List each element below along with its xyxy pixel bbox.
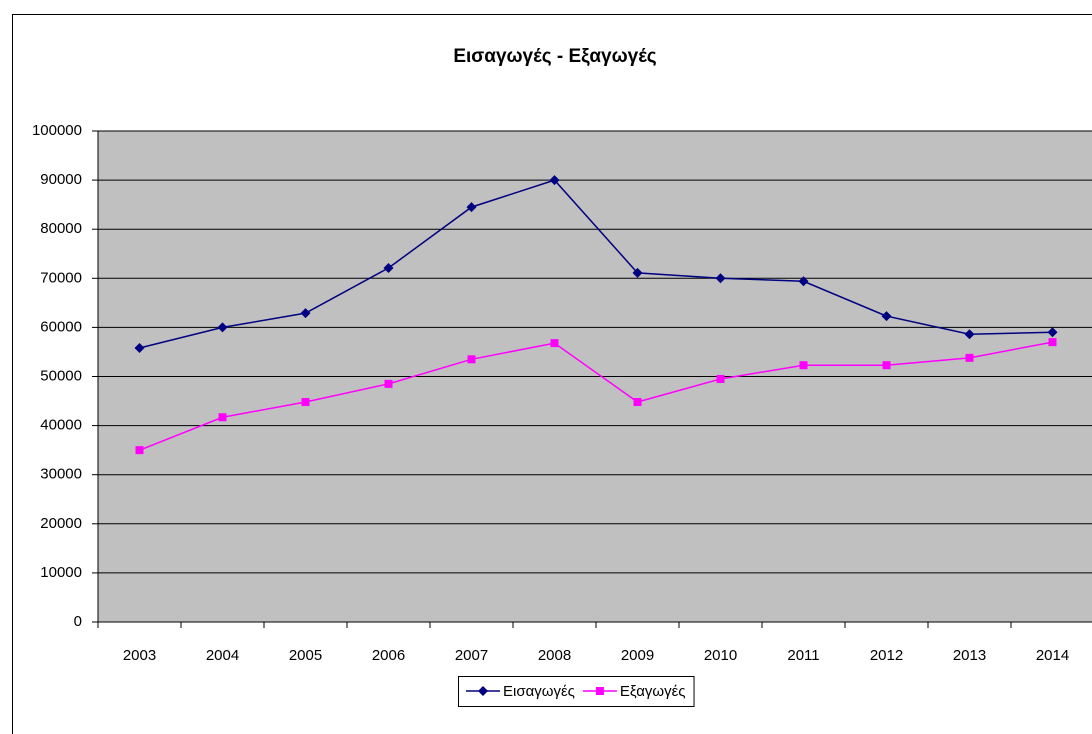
x-tick-label: 2010 xyxy=(704,647,737,664)
data-point xyxy=(467,355,476,364)
x-tick-label: 2006 xyxy=(372,647,405,664)
chart-title: Εισαγωγές - Εξαγωγές xyxy=(453,46,656,67)
data-point xyxy=(965,353,974,362)
x-tick-label: 2003 xyxy=(123,647,156,664)
y-tick-label: 30000 xyxy=(40,466,82,483)
y-tick-label: 40000 xyxy=(40,417,82,434)
legend-marker xyxy=(595,687,604,695)
data-point xyxy=(383,262,394,273)
data-point xyxy=(633,398,642,407)
data-point xyxy=(300,308,311,319)
legend: Εισαγωγές Εξαγωγές xyxy=(458,676,695,707)
y-tick-label: 10000 xyxy=(40,564,82,581)
series-line xyxy=(139,341,1053,451)
x-tick-label: 2014 xyxy=(1036,647,1069,664)
x-tick-label: 2005 xyxy=(289,647,322,664)
x-tick-label: 2013 xyxy=(953,647,986,664)
data-point xyxy=(217,322,228,333)
data-point xyxy=(1047,327,1058,338)
series-line xyxy=(139,179,1053,349)
x-tick-label: 2007 xyxy=(455,647,488,664)
data-point xyxy=(799,361,808,370)
legend-label: Εισαγωγές xyxy=(503,683,575,700)
y-tick-label: 20000 xyxy=(40,515,82,532)
x-tick-label: 2011 xyxy=(787,647,819,664)
data-point xyxy=(632,267,643,278)
data-point xyxy=(716,374,725,383)
data-point xyxy=(964,329,975,340)
data-point xyxy=(218,413,227,422)
data-point xyxy=(798,276,809,287)
y-tick-label: 0 xyxy=(74,613,82,630)
y-tick-label: 70000 xyxy=(40,269,82,286)
y-tick-label: 90000 xyxy=(40,171,82,188)
y-tick-label: 80000 xyxy=(40,220,82,237)
data-point xyxy=(882,361,891,370)
data-point xyxy=(1048,338,1057,347)
legend-label: Εξαγωγές xyxy=(620,683,686,700)
y-tick-label: 60000 xyxy=(40,318,82,335)
data-point xyxy=(466,202,477,213)
data-point xyxy=(384,379,393,388)
data-point xyxy=(881,311,892,322)
x-tick-label: 2009 xyxy=(621,647,654,664)
y-tick-label: 50000 xyxy=(40,367,82,384)
x-tick-label: 2008 xyxy=(538,647,571,664)
data-point xyxy=(549,175,560,186)
legend-marker xyxy=(478,686,488,696)
data-point xyxy=(134,343,145,354)
data-point xyxy=(135,446,144,455)
data-point xyxy=(550,339,559,348)
data-point xyxy=(715,273,726,284)
x-tick-label: 2004 xyxy=(206,647,239,664)
y-tick-label: 100000 xyxy=(32,122,82,139)
x-tick-label: 2012 xyxy=(870,647,903,664)
data-point xyxy=(301,398,310,407)
